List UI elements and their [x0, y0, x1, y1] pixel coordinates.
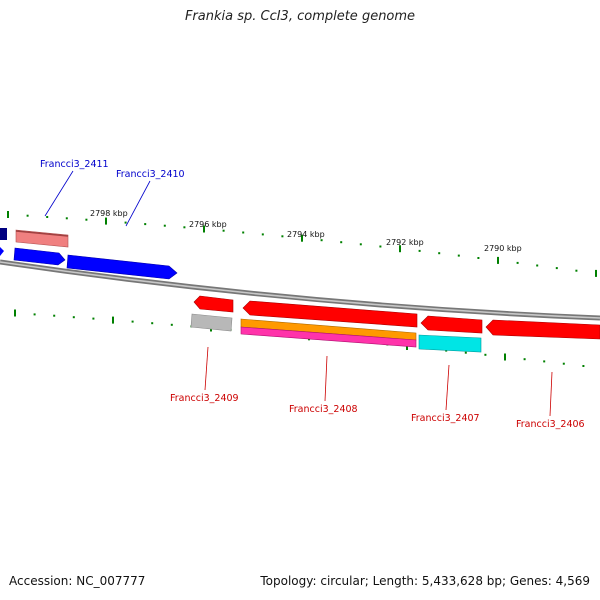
forward-gene-arrow-stub[interactable]	[0, 247, 4, 256]
minor-tick-mark	[477, 257, 480, 259]
reverse-gene-arrow-2407[interactable]	[420, 315, 483, 334]
minor-tick-mark	[124, 221, 127, 224]
minor-tick-mark	[33, 313, 36, 316]
major-tick-mark	[203, 225, 205, 233]
minor-tick-mark	[281, 235, 284, 238]
minor-tick-mark	[484, 353, 487, 356]
minor-tick-mark	[555, 267, 558, 270]
minor-tick-mark	[516, 261, 519, 264]
minor-tick-mark	[562, 362, 565, 365]
minor-tick-mark	[183, 226, 186, 229]
reverse-gene-arrow-2408[interactable]	[242, 300, 418, 328]
kbp-label-2792: 2792 kbp	[386, 238, 424, 247]
genome-summary-text: Topology: circular; Length: 5,433,628 bp…	[260, 574, 590, 588]
minor-tick-mark	[46, 216, 49, 218]
major-tick-mark	[301, 234, 303, 242]
major-tick-mark	[399, 245, 401, 253]
leader-line-2407	[445, 364, 450, 411]
leader-line-2410	[125, 180, 151, 227]
minor-tick-mark	[536, 264, 539, 267]
minor-tick-mark	[65, 217, 68, 220]
minor-tick-mark	[92, 317, 95, 320]
minor-tick-mark	[543, 360, 546, 363]
minor-tick-mark	[418, 249, 421, 252]
cog-block-pink[interactable]	[15, 229, 69, 248]
map-title: Frankia sp. CcI3, complete genome	[184, 9, 416, 24]
minor-tick-mark	[320, 239, 323, 242]
gene-label-francci3-2410[interactable]: Francci3_2410	[116, 169, 185, 180]
major-tick-mark	[7, 211, 9, 218]
cog-block-cyan[interactable]	[418, 334, 482, 353]
minor-tick-mark	[582, 365, 585, 367]
minor-tick-mark	[575, 269, 578, 272]
minor-tick-mark	[53, 314, 56, 317]
kbp-label-2790: 2790 kbp	[484, 244, 522, 253]
minor-tick-mark	[261, 233, 264, 236]
minor-tick-mark	[359, 243, 362, 246]
gene-label-francci3-2409[interactable]: Francci3_2409	[170, 393, 239, 404]
minor-tick-mark	[457, 254, 460, 257]
minor-tick-mark	[340, 241, 343, 244]
minor-tick-mark	[242, 231, 245, 234]
cog-block-magenta[interactable]	[240, 326, 417, 348]
major-tick-mark	[14, 309, 16, 317]
gene-label-francci3-2411[interactable]: Francci3_2411	[40, 159, 109, 170]
leader-line-2408	[324, 355, 328, 402]
minor-tick-mark	[170, 323, 173, 326]
forward-gene-arrow-2410[interactable]	[66, 254, 178, 280]
reverse-gene-arrow-2406[interactable]	[485, 319, 600, 340]
minor-tick-mark	[438, 252, 441, 255]
accession-text: Accession: NC_007777	[9, 574, 146, 588]
gene-label-francci3-2408[interactable]: Francci3_2408	[289, 404, 358, 415]
reverse-gene-arrow-2409[interactable]	[193, 295, 234, 313]
minor-tick-mark	[151, 322, 154, 325]
forward-gene-arrow-2411[interactable]	[13, 247, 66, 266]
major-tick-mark	[595, 269, 597, 277]
minor-tick-mark	[26, 214, 29, 217]
minor-tick-mark	[464, 351, 467, 354]
minor-tick-mark	[144, 223, 147, 226]
cog-block-gray[interactable]	[190, 313, 233, 332]
major-tick-mark	[112, 316, 114, 324]
minor-tick-mark	[222, 229, 225, 232]
major-tick-mark	[504, 353, 506, 361]
minor-tick-mark	[131, 320, 134, 323]
cog-block-pink-edge	[15, 230, 69, 237]
kbp-label-2794: 2794 kbp	[287, 230, 325, 239]
gene-label-francci3-2406[interactable]: Francci3_2406	[516, 419, 585, 430]
gene-label-francci3-2407[interactable]: Francci3_2407	[411, 413, 480, 424]
minor-tick-mark	[379, 245, 382, 248]
minor-tick-mark	[72, 316, 75, 319]
outer-tick-ring	[7, 211, 597, 277]
major-tick-mark	[497, 256, 499, 264]
leader-line-2406	[549, 371, 553, 417]
minor-tick-mark	[523, 358, 526, 361]
minor-tick-mark	[85, 218, 88, 221]
kbp-label-2798: 2798 kbp	[90, 209, 128, 218]
leader-line-2409	[204, 346, 209, 391]
kbp-label-2796: 2796 kbp	[189, 220, 227, 229]
leader-line-2411	[44, 170, 74, 217]
genome-backbone-highlight	[0, 261, 600, 319]
minor-tick-mark	[163, 224, 166, 227]
major-tick-mark	[105, 217, 107, 225]
cog-block-navy[interactable]	[0, 228, 7, 240]
